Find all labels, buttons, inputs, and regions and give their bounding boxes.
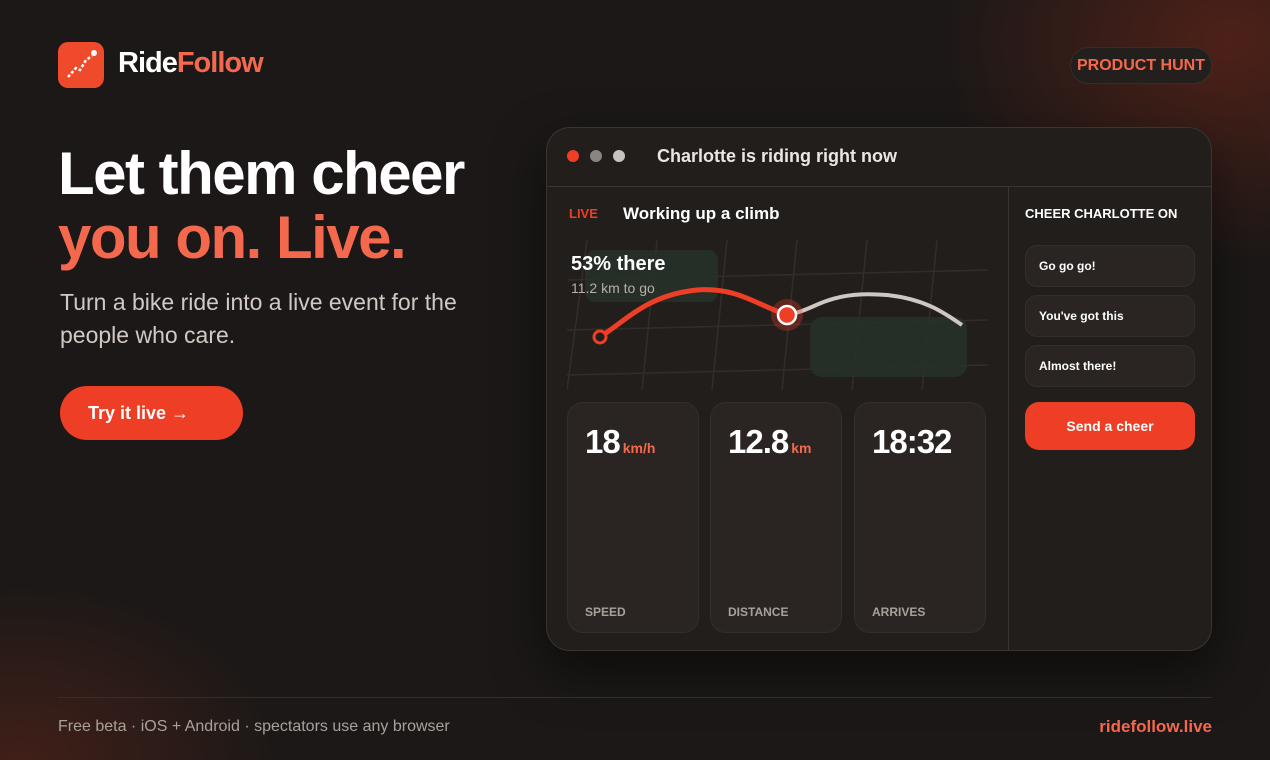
stat-value: 18:32 [872,423,954,461]
cheer-option[interactable]: You've got this [1025,295,1195,337]
progress-headline: 53% there [571,253,666,275]
footer-divider [58,697,1212,698]
window-dot [613,150,625,162]
divider [1008,187,1009,650]
status: Working up a climb [623,204,780,223]
send-cheer-button[interactable]: Send a cheer [1025,402,1195,450]
brand-part: Follow [176,47,264,79]
stat-value: 18 km/h [585,423,655,461]
cheer-option[interactable]: Go go go! [1025,245,1195,287]
logo[interactable] [58,42,104,88]
cheer-option[interactable]: Almost there! [1025,345,1195,387]
stat-label: SPEED [585,605,626,619]
brand-part: Ride [118,47,178,79]
stat-unit: km [791,440,812,456]
stat-number: 12.8 [728,423,789,460]
cta-button[interactable]: Try it live → [60,386,243,440]
route-map [567,239,988,390]
logo-icon [67,50,97,78]
footer-note: Free beta · iOS + Android · spectators u… [58,718,450,735]
stat-label: DISTANCE [728,605,789,619]
stat-unit: km/h [622,440,656,456]
window-title: Charlotte is riding right now [657,146,897,166]
divider [547,186,1211,187]
cheer-heading: CHEER CHARLOTTE ON [1025,206,1178,221]
subtitle: Turn a bike ride into a live event for t… [60,289,457,348]
stat-label: ARRIVES [872,605,926,619]
footer-link[interactable]: ridefollow.live [1099,717,1212,736]
stat-number: 18 [585,423,621,460]
stat-card: 18:32 ARRIVES [854,402,986,633]
headline: you on. Live. [58,204,407,271]
headline: Let them cheer [58,140,465,207]
product-hunt-link[interactable]: PRODUCT HUNT [1070,47,1212,84]
window-dot [567,150,579,162]
brand: RideFollow [118,47,264,80]
stat-number: 18:32 [872,423,952,460]
progress-detail: 11.2 km to go [571,280,655,296]
stat-card: 12.8 km DISTANCE [710,402,842,633]
window-dot [590,150,602,162]
stat-value: 12.8 km [728,423,811,461]
stat-card: 18 km/h SPEED [567,402,699,633]
live-badge: LIVE [569,206,598,221]
